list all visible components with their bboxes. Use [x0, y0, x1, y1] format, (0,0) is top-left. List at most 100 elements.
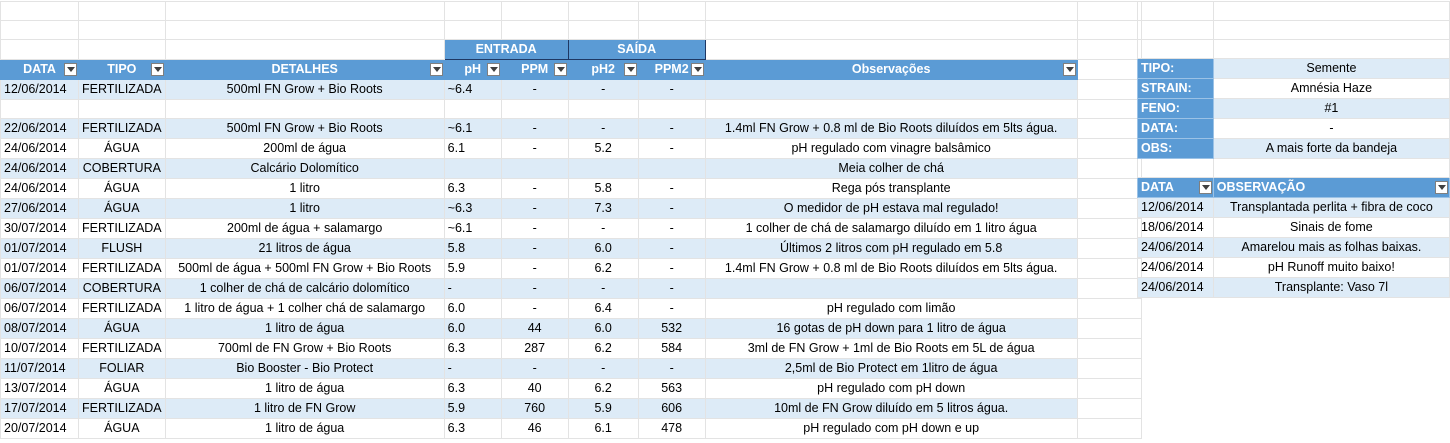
cell-ppm2[interactable]: -: [637, 278, 706, 299]
cell[interactable]: [500, 20, 569, 40]
cell[interactable]: [704, 1, 1078, 21]
header-tipo[interactable]: TIPO: [78, 59, 166, 80]
cell[interactable]: [443, 20, 502, 40]
cell-ppm2[interactable]: -: [637, 298, 706, 319]
cell-observacoes[interactable]: Rega pós transplante: [704, 178, 1078, 199]
cell-ph[interactable]: ~6.1: [443, 218, 502, 239]
cell-tipo[interactable]: FERTILIZADA: [78, 258, 166, 279]
cell[interactable]: [0, 20, 79, 40]
cell-ph2[interactable]: [567, 99, 639, 119]
cell-tipo[interactable]: COBERTURA: [78, 278, 166, 299]
cell-detalhes[interactable]: 200ml de água + salamargo: [164, 218, 445, 239]
cell-observacoes[interactable]: pH regulado com limão: [704, 298, 1078, 319]
cell-ppm[interactable]: -: [500, 278, 569, 299]
filter-dropdown-ppm2[interactable]: [690, 63, 704, 76]
cell-ppm2[interactable]: -: [637, 218, 706, 239]
cell[interactable]: [637, 1, 706, 21]
cell-data[interactable]: 20/07/2014: [0, 418, 79, 439]
cell[interactable]: [1076, 79, 1142, 100]
cell-ppm2[interactable]: 563: [637, 378, 706, 399]
cell-ppm2[interactable]: -: [637, 118, 706, 139]
cell-data[interactable]: 12/06/2014: [0, 79, 79, 100]
cell-detalhes[interactable]: 500ml FN Grow + Bio Roots: [164, 118, 445, 139]
cell-ppm2[interactable]: 478: [637, 418, 706, 439]
cell[interactable]: [1212, 39, 1450, 59]
cell[interactable]: [164, 20, 445, 40]
cell[interactable]: [567, 20, 639, 40]
filter-dropdown-ph2[interactable]: [623, 63, 637, 76]
cell-ph2[interactable]: -: [567, 79, 639, 100]
cell-ppm2[interactable]: -: [637, 358, 706, 379]
cell-detalhes[interactable]: 500ml FN Grow + Bio Roots: [164, 79, 445, 100]
cell-ph2[interactable]: 5.8: [567, 178, 639, 199]
cell-observacoes[interactable]: 1.4ml FN Grow + 0.8 ml de Bio Roots dilu…: [704, 118, 1078, 139]
cell-ppm[interactable]: -: [500, 138, 569, 159]
obs-cell-data[interactable]: 24/06/2014: [1137, 237, 1214, 258]
cell-tipo[interactable]: FOLIAR: [78, 358, 166, 379]
info-value[interactable]: A mais forte da bandeja: [1212, 138, 1450, 159]
cell[interactable]: [78, 39, 166, 60]
cell-ph2[interactable]: 6.2: [567, 258, 639, 279]
cell-observacoes[interactable]: pH regulado com vinagre balsâmico: [704, 138, 1078, 159]
cell-ph[interactable]: 5.9: [443, 258, 502, 279]
cell-detalhes[interactable]: 1 litro de água + 1 colher chá de salama…: [164, 298, 445, 319]
cell[interactable]: [1076, 318, 1142, 339]
cell-ppm2[interactable]: [637, 99, 706, 119]
cell-detalhes[interactable]: [164, 99, 445, 119]
cell[interactable]: [1076, 258, 1142, 279]
cell-ph2[interactable]: [567, 158, 639, 179]
cell[interactable]: [1076, 298, 1142, 319]
obs-cell-data[interactable]: 24/06/2014: [1137, 277, 1214, 298]
cell-data[interactable]: 22/06/2014: [0, 118, 79, 139]
cell-ppm2[interactable]: -: [637, 138, 706, 159]
cell-data[interactable]: 24/06/2014: [0, 158, 79, 179]
cell-ph2[interactable]: -: [567, 278, 639, 299]
cell[interactable]: [78, 1, 166, 21]
cell-ph2[interactable]: 6.2: [567, 338, 639, 359]
cell-ppm[interactable]: -: [500, 198, 569, 219]
cell-data[interactable]: 11/07/2014: [0, 358, 79, 379]
cell-ppm[interactable]: 44: [500, 318, 569, 339]
cell[interactable]: [1076, 218, 1142, 239]
obs-cell-data[interactable]: 12/06/2014: [1137, 197, 1214, 218]
header-ppm[interactable]: PPM: [500, 59, 569, 80]
cell-ph2[interactable]: 6.1: [567, 418, 639, 439]
cell[interactable]: [1076, 358, 1142, 379]
cell-detalhes[interactable]: 1 colher de chá de calcário dolomítico: [164, 278, 445, 299]
cell[interactable]: [1076, 20, 1142, 40]
cell-ph[interactable]: 6.3: [443, 418, 502, 439]
cell-observacoes[interactable]: 10ml de FN Grow diluído em 5 litros água…: [704, 398, 1078, 419]
cell-observacoes[interactable]: O medidor de pH estava mal regulado!: [704, 198, 1078, 219]
cell[interactable]: [637, 20, 706, 40]
cell-detalhes[interactable]: 21 litros de água: [164, 238, 445, 259]
cell-observacoes[interactable]: 1 colher de chá de salamargo diluído em …: [704, 218, 1078, 239]
cell[interactable]: [1076, 138, 1142, 159]
filter-dropdown-data[interactable]: [64, 63, 77, 76]
cell-ph[interactable]: ~6.3: [443, 198, 502, 219]
cell-tipo[interactable]: ÁGUA: [78, 198, 166, 219]
cell-ph2[interactable]: -: [567, 118, 639, 139]
cell-ppm[interactable]: [500, 99, 569, 119]
cell-tipo[interactable]: FERTILIZADA: [78, 118, 166, 139]
cell-ppm[interactable]: -: [500, 118, 569, 139]
cell-ppm2[interactable]: -: [637, 238, 706, 259]
cell-tipo[interactable]: FERTILIZADA: [78, 218, 166, 239]
cell-tipo[interactable]: FERTILIZADA: [78, 398, 166, 419]
cell-observacoes[interactable]: 3ml de FN Grow + 1ml de Bio Roots em 5L …: [704, 338, 1078, 359]
cell-tipo[interactable]: ÁGUA: [78, 318, 166, 339]
cell-ppm2[interactable]: -: [637, 79, 706, 100]
cell-tipo[interactable]: COBERTURA: [78, 158, 166, 179]
cell[interactable]: [1076, 198, 1142, 219]
cell-observacoes[interactable]: Meia colher de chá: [704, 158, 1078, 179]
cell-ph[interactable]: ~6.4: [443, 79, 502, 100]
cell-ph2[interactable]: 6.0: [567, 318, 639, 339]
cell[interactable]: [1076, 178, 1142, 199]
cell-observacoes[interactable]: [704, 99, 1078, 119]
cell-ph2[interactable]: 6.4: [567, 298, 639, 319]
cell-detalhes[interactable]: Calcário Dolomítico: [164, 158, 445, 179]
header-ph2[interactable]: pH2: [567, 59, 639, 80]
cell-tipo[interactable]: [78, 99, 166, 119]
cell-ppm[interactable]: 287: [500, 338, 569, 359]
cell-data[interactable]: 06/07/2014: [0, 278, 79, 299]
cell[interactable]: [1076, 278, 1142, 299]
